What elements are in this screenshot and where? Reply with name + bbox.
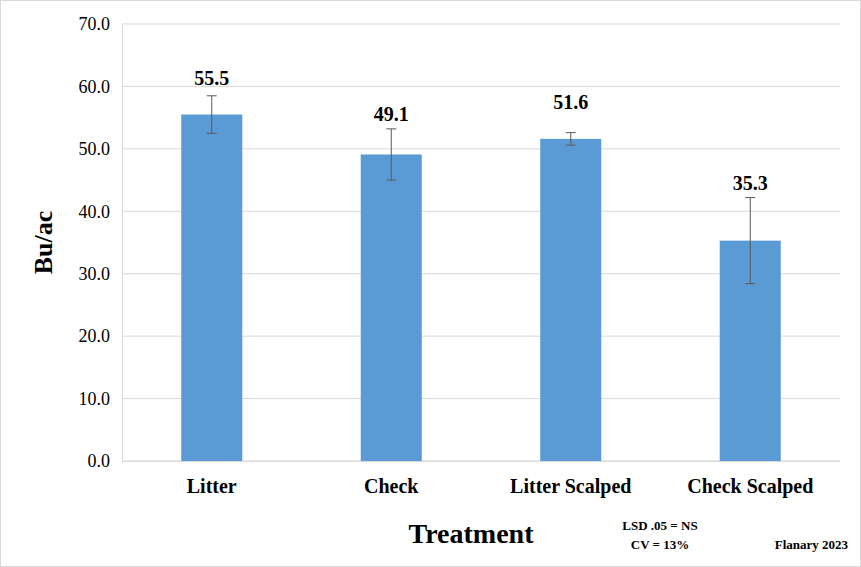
y-tick-label: 50.0	[79, 139, 111, 159]
x-axis: Litter Check Litter Scalped Check Scalped	[123, 461, 841, 498]
annotation: Flanary 2023	[775, 537, 849, 552]
data-label: 55.5	[194, 67, 229, 89]
x-tick: Check Scalped	[687, 461, 813, 498]
grid	[122, 24, 840, 461]
data-label: 35.3	[733, 172, 768, 194]
y-tick: 0.0	[88, 451, 123, 471]
bar	[181, 115, 242, 461]
y-tick: 10.0	[79, 389, 123, 409]
bar	[540, 139, 601, 461]
grid-line	[122, 24, 840, 25]
error-bar	[207, 96, 217, 133]
x-tick-label: Check Scalped	[687, 475, 813, 498]
x-tick: Check	[364, 461, 419, 497]
y-axis-title: Bu/ac	[29, 211, 58, 275]
error-bar	[386, 129, 396, 180]
y-tick: 40.0	[79, 202, 123, 222]
y-tick-label: 30.0	[79, 264, 111, 284]
y-tick: 20.0	[79, 326, 123, 346]
grid-line	[122, 86, 840, 87]
plot-area: 0.0 10.0 20.0 30.0 40.0 50.0 60.0 70.0 Litter Che…	[79, 14, 841, 498]
y-tick-label: 40.0	[79, 202, 111, 222]
x-axis-title: Treatment	[409, 518, 535, 549]
x-tick: Litter Scalped	[510, 461, 631, 498]
chart: 0.0 10.0 20.0 30.0 40.0 50.0 60.0 70.0 Litter Che…	[0, 0, 861, 567]
data-label: 51.6	[553, 91, 588, 113]
bar	[361, 154, 422, 461]
y-tick: 50.0	[79, 139, 123, 159]
annotations: LSD .05 = NS CV = 13% Flanary 2023	[622, 518, 848, 552]
y-tick-label: 0.0	[88, 451, 111, 471]
error-bar	[745, 198, 755, 284]
y-axis: 0.0 10.0 20.0 30.0 40.0 50.0 60.0 70.0	[79, 14, 123, 471]
annotation: LSD .05 = NS	[622, 518, 697, 533]
y-axis-line	[122, 25, 123, 462]
y-tick-label: 10.0	[79, 389, 111, 409]
bars	[181, 96, 781, 461]
x-tick-label: Litter	[187, 475, 237, 497]
y-tick-label: 20.0	[79, 326, 111, 346]
data-label: 49.1	[374, 103, 409, 125]
x-tick: Litter	[187, 461, 237, 497]
x-axis-line	[123, 461, 841, 462]
y-tick: 60.0	[79, 77, 123, 97]
error-bar	[566, 133, 576, 145]
y-tick: 30.0	[79, 264, 123, 284]
data-labels: 55.5 49.1 51.6 35.3	[194, 67, 768, 194]
y-tick-label: 60.0	[79, 77, 111, 97]
annotation: CV = 13%	[631, 537, 689, 552]
y-tick-label: 70.0	[79, 14, 111, 34]
x-tick-label: Litter Scalped	[510, 475, 631, 498]
chart-frame	[1, 1, 861, 567]
y-tick: 70.0	[79, 14, 123, 34]
x-tick-label: Check	[364, 475, 419, 497]
